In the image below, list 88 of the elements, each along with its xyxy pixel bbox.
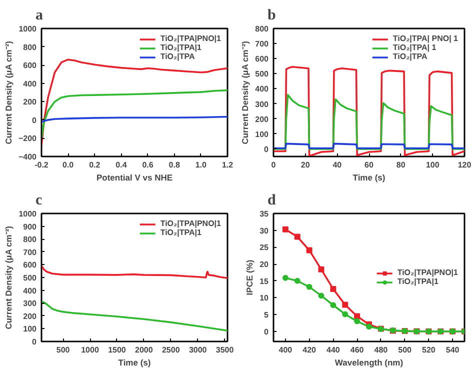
x-tick-label: 0.0	[62, 160, 74, 170]
y-tick-label: 700	[255, 40, 270, 49]
y-tick-label: 0	[32, 338, 38, 346]
y-tick-label: 700	[23, 248, 38, 257]
y-tick-label: 300	[255, 100, 270, 109]
x-tick-label: 540	[446, 346, 460, 354]
chart-title: a	[36, 8, 44, 24]
y-tick-label: 600	[255, 54, 270, 64]
x-tick-label: 60	[364, 160, 374, 170]
y-tick-label: 30	[260, 226, 270, 236]
x-tick-label: 1.0	[195, 160, 208, 170]
x-tick-label: 120	[458, 160, 472, 170]
legend-label: TiO₂|TPA|1	[160, 228, 202, 237]
legend-label: TiO₂|TPA|1	[397, 277, 438, 286]
y-tick-label: 25	[260, 243, 270, 252]
x-tick-label: 500	[56, 346, 70, 354]
x-tick-label: 2000	[135, 346, 154, 354]
x-tick-label: 1.2	[222, 160, 234, 170]
y-tick-label: 800	[255, 24, 270, 34]
x-tick-label: 0.4	[116, 160, 128, 170]
y-tick-label: 200	[23, 98, 38, 107]
legend-label: TiO₂|TPA|PNO|1	[160, 219, 221, 228]
y-tick-label: 800	[23, 42, 38, 52]
y-tick-label: 800	[23, 235, 38, 244]
x-axis-title: Wavelength (nm)	[334, 358, 404, 368]
y-tick-label: 5	[264, 310, 270, 320]
y-tick-label: 15	[260, 276, 270, 286]
chart-title: b	[268, 8, 276, 24]
y-tick-label: 500	[23, 274, 38, 282]
legend-label: TiO₂|TPA|1	[160, 43, 202, 52]
y-tick-label: 400	[23, 79, 38, 88]
x-tick-label: 500	[398, 346, 412, 354]
x-axis-title: Potential V vs NHE	[96, 172, 173, 182]
y-axis-title: Current Density (μA cm⁻²)	[4, 226, 14, 330]
y-tick-label: 500	[255, 70, 270, 79]
legend-label: TiO₂|TPA	[392, 52, 428, 61]
y-tick-label: 200	[23, 312, 38, 321]
x-tick-label: 40	[332, 160, 342, 170]
x-tick-label: 2500	[162, 346, 180, 354]
x-tick-label: 0.6	[142, 160, 154, 170]
x-tick-label: 400	[278, 346, 293, 354]
y-tick-label: 400	[23, 286, 38, 296]
y-tick-label: −200	[18, 134, 38, 144]
y-tick-label: 10	[260, 294, 270, 303]
x-tick-label: 460	[350, 346, 364, 354]
legend-label: TiO₂|TPA| 1	[392, 43, 436, 52]
y-tick-label: 0	[32, 116, 38, 125]
y-axis-title: Current Density (μA cm⁻²)	[3, 40, 14, 144]
x-tick-label: 420	[302, 346, 317, 354]
x-tick-label: 480	[374, 346, 388, 354]
x-tick-label: 520	[422, 346, 436, 354]
x-tick-label: 1000	[81, 346, 100, 354]
y-axis-title: IPCE (%)	[244, 260, 255, 296]
x-tick-label: 0.2	[89, 160, 101, 170]
legend-label: TiO₂|TPA| PNO| 1	[392, 34, 458, 43]
chart-title: d	[268, 192, 276, 208]
x-tick-label: 3000	[188, 346, 208, 354]
y-tick-label: 900	[23, 222, 38, 232]
y-tick-label: 35	[260, 210, 270, 218]
y-tick-label: 1000	[18, 24, 38, 34]
y-tick-label: 0	[264, 327, 270, 336]
legend-label: TiO₂|TPA	[160, 52, 195, 61]
x-axis-title: Time (s)	[352, 172, 386, 182]
x-tick-label: 100	[426, 160, 440, 170]
y-tick-label: 200	[255, 114, 270, 124]
x-tick-label: 1500	[108, 346, 126, 354]
x-tick-label: 440	[326, 346, 340, 354]
x-tick-label: 80	[396, 160, 406, 170]
chart-title: c	[36, 192, 42, 208]
y-tick-label: 600	[23, 260, 38, 270]
y-tick-label: 300	[23, 299, 38, 308]
y-tick-label: 20	[260, 260, 270, 270]
x-tick-label: 3500	[216, 346, 234, 354]
x-tick-label: 20	[300, 160, 310, 170]
x-tick-label: 0	[271, 160, 276, 170]
y-tick-label: 1000	[18, 210, 38, 218]
y-tick-label: 100	[23, 324, 38, 334]
y-tick-label: 400	[255, 84, 270, 94]
legend-label: TiO₂|TPA|PNO|1	[397, 268, 458, 277]
y-tick-label: −400	[18, 152, 38, 162]
x-axis-title: Time (s)	[118, 358, 151, 368]
x-tick-label: 0.8	[168, 160, 180, 170]
y-tick-label: 600	[23, 61, 38, 70]
y-tick-label: 0	[264, 144, 270, 154]
y-tick-label: 100	[255, 130, 270, 139]
legend-label: TiO₂|TPA|PNO|1	[160, 34, 221, 43]
y-axis-title: Current Density (μA cm⁻²)	[240, 40, 250, 144]
x-tick-label: -0.2	[34, 160, 49, 170]
